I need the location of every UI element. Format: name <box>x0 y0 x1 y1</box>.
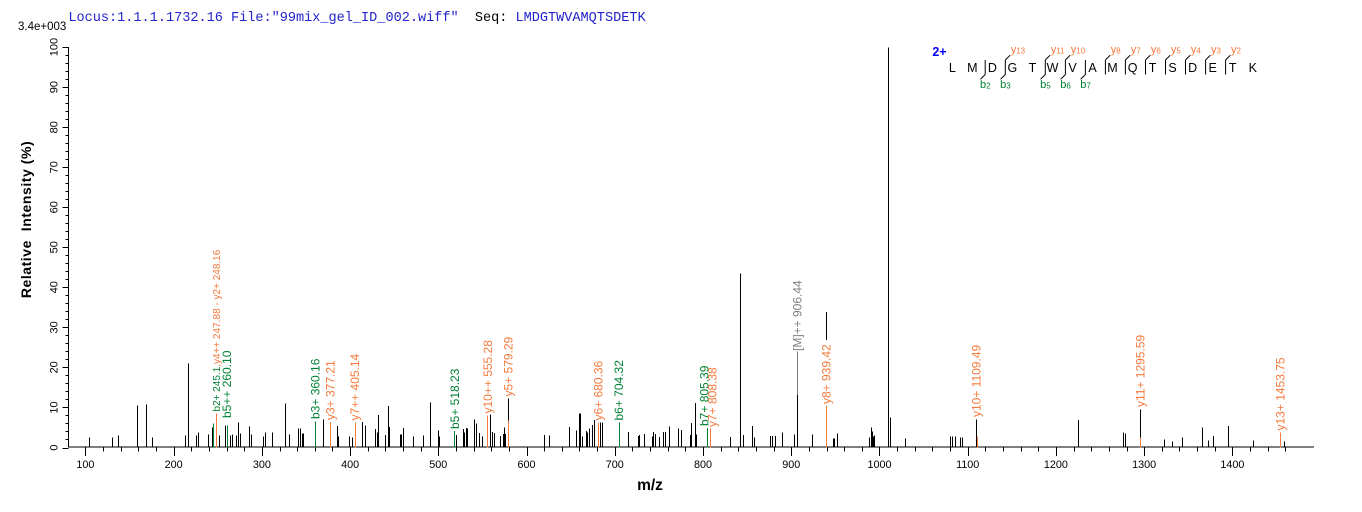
svg-text:y5: y5 <box>1171 44 1182 56</box>
svg-text:1100: 1100 <box>956 459 979 471</box>
svg-text:30: 30 <box>49 321 61 333</box>
svg-text:L: L <box>949 61 956 75</box>
svg-text:T: T <box>1229 61 1237 75</box>
svg-text:700: 700 <box>606 459 624 471</box>
svg-text:60: 60 <box>49 201 61 213</box>
svg-text:0: 0 <box>49 444 61 450</box>
svg-text:A: A <box>1088 61 1097 75</box>
svg-text:b7+ 805.39: b7+ 805.39 <box>698 365 712 426</box>
svg-text:400: 400 <box>341 459 359 471</box>
svg-text:y8+ 939.42: y8+ 939.42 <box>819 344 833 404</box>
svg-text:y7+ 808.38: y7+ 808.38 <box>706 367 720 427</box>
svg-text:b5++ 260.10: b5++ 260.10 <box>220 350 234 418</box>
svg-text:y7: y7 <box>1131 44 1142 56</box>
svg-text:800: 800 <box>694 459 712 471</box>
svg-text:b7: b7 <box>1080 79 1091 91</box>
svg-text:y7++ 405.14: y7++ 405.14 <box>348 353 362 420</box>
svg-text:1300: 1300 <box>1132 459 1156 471</box>
svg-text:b5+ 518.23: b5+ 518.23 <box>448 368 462 429</box>
svg-text:y4: y4 <box>1191 44 1202 56</box>
svg-text:M: M <box>967 61 977 75</box>
svg-text:m/z: m/z <box>637 477 663 494</box>
svg-text:E: E <box>1209 61 1217 75</box>
svg-text:y5+ 579.29: y5+ 579.29 <box>502 336 516 396</box>
svg-text:100: 100 <box>76 459 94 471</box>
svg-text:b3+ 360.16: b3+ 360.16 <box>309 358 323 419</box>
svg-text:b6+ 704.32: b6+ 704.32 <box>612 360 626 421</box>
svg-text:W: W <box>1047 61 1059 75</box>
svg-text:500: 500 <box>429 459 447 471</box>
svg-text:D: D <box>988 61 997 75</box>
svg-text:K: K <box>1249 61 1258 75</box>
svg-text:T: T <box>1029 61 1037 75</box>
svg-text:300: 300 <box>253 459 271 471</box>
svg-text:b5: b5 <box>1040 79 1051 91</box>
svg-text:70: 70 <box>49 161 61 173</box>
svg-text:90: 90 <box>49 81 61 93</box>
svg-text:y2: y2 <box>1231 44 1242 56</box>
svg-text:y3: y3 <box>1211 44 1222 56</box>
svg-text:y11: y11 <box>1051 44 1065 56</box>
svg-text:M: M <box>1107 61 1117 75</box>
svg-text:40: 40 <box>49 281 61 293</box>
svg-text:Locus:1.1.1.1732.16 File:"99mi: Locus:1.1.1.1732.16 File:"99mix_gel_ID_0… <box>68 11 646 26</box>
svg-text:600: 600 <box>517 459 535 471</box>
svg-text:y3+ 377.21: y3+ 377.21 <box>324 360 338 420</box>
svg-text:b3: b3 <box>1000 79 1011 91</box>
svg-text:1400: 1400 <box>1220 459 1244 471</box>
svg-text:y13: y13 <box>1011 44 1026 56</box>
svg-text:y8: y8 <box>1111 44 1122 56</box>
svg-text:V: V <box>1068 61 1077 75</box>
svg-text:b2+ 245.1,y4++ 247.88 - y2+ 24: b2+ 245.1,y4++ 247.88 - y2+ 248.16 <box>212 249 223 411</box>
svg-text:Q: Q <box>1128 61 1138 75</box>
svg-text:80: 80 <box>49 121 61 133</box>
svg-text:10: 10 <box>49 401 61 413</box>
svg-text:200: 200 <box>165 459 183 471</box>
svg-text:y10++ 555.28: y10++ 555.28 <box>481 340 495 414</box>
svg-text:3.4e+003: 3.4e+003 <box>18 21 66 33</box>
svg-text:100: 100 <box>49 38 61 56</box>
svg-text:b2: b2 <box>980 79 991 91</box>
svg-text:y11+ 1295.59: y11+ 1295.59 <box>1133 334 1147 407</box>
svg-text:1200: 1200 <box>1044 459 1068 471</box>
svg-text:y10+ 1109.49: y10+ 1109.49 <box>969 344 983 417</box>
svg-text:y6: y6 <box>1151 44 1162 56</box>
svg-text:y13+ 1453.75: y13+ 1453.75 <box>1274 357 1288 430</box>
svg-text:D: D <box>1188 61 1197 75</box>
svg-text:y10: y10 <box>1071 44 1086 56</box>
svg-text:T: T <box>1149 61 1157 75</box>
svg-text:b6: b6 <box>1060 79 1071 91</box>
svg-text:y6+ 680.36: y6+ 680.36 <box>591 360 605 420</box>
svg-text:G: G <box>1008 61 1018 75</box>
svg-text:50: 50 <box>49 241 61 253</box>
svg-text:2+: 2+ <box>932 45 946 59</box>
svg-text:20: 20 <box>49 361 61 373</box>
svg-text:[M]++ 906.44: [M]++ 906.44 <box>790 280 804 351</box>
svg-text:1000: 1000 <box>867 459 891 471</box>
svg-text:S: S <box>1168 61 1176 75</box>
svg-text:900: 900 <box>782 459 800 471</box>
svg-text:Relative Intensity (%): Relative Intensity (%) <box>18 141 34 298</box>
